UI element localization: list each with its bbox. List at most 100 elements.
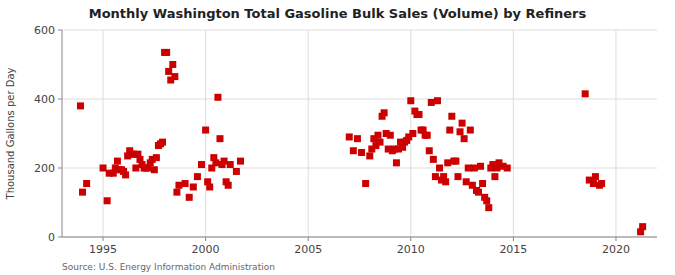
point [350,147,357,154]
x-grid-line [513,30,514,237]
y-grid-line [62,99,657,100]
point [639,223,646,230]
point [424,132,431,139]
point [426,147,433,154]
point [477,163,484,170]
y-grid-line [62,237,657,238]
x-tick [410,237,411,241]
y-tick-label: 200 [34,162,55,175]
x-tick [308,237,309,241]
point [430,156,437,163]
point [79,189,86,196]
y-tick-label: 0 [48,231,55,244]
point [104,197,111,204]
x-tick-label: 2010 [397,243,425,256]
point [132,165,139,172]
point [491,173,498,180]
point [346,133,353,140]
point [153,154,160,161]
y-axis-line [62,30,63,237]
point [227,161,234,168]
chart: Monthly Washington Total Gasoline Bulk S… [0,0,675,275]
point [446,127,453,134]
point [483,197,490,204]
point [407,97,414,104]
point [206,183,213,190]
point [590,180,597,187]
x-tick [615,237,616,241]
point [159,139,166,146]
point [592,173,599,180]
point [233,168,240,175]
point [393,159,400,166]
point [186,194,193,201]
y-tick-label: 600 [34,24,55,37]
x-grid-line [103,30,104,237]
point [171,73,178,80]
point [173,189,180,196]
point [216,135,223,142]
point [114,158,121,165]
point [582,90,589,97]
point [467,127,474,134]
point [374,132,381,139]
point [444,159,451,166]
grid [62,30,657,237]
x-grid-line [308,30,309,237]
point [83,180,90,187]
x-axis-line [62,237,657,238]
point [463,178,470,185]
point [436,165,443,172]
point [225,182,232,189]
y-grid-line [62,30,657,31]
point [221,158,228,165]
point [165,68,172,75]
point [354,135,361,142]
x-tick-label: 1995 [89,243,117,256]
point [416,111,423,118]
point [194,173,201,180]
point [471,165,478,172]
x-tick [205,237,206,241]
point [459,120,466,127]
point [237,158,244,165]
point [169,61,176,68]
point [100,165,107,172]
point [212,159,219,166]
point [428,99,435,106]
points [77,49,646,235]
point [151,166,158,173]
y-tick-label: 400 [34,93,55,106]
point [475,189,482,196]
point [182,180,189,187]
point [434,97,441,104]
x-tick-label: 2005 [294,243,322,256]
point [202,127,209,134]
x-grid-line [615,30,616,237]
title: Monthly Washington Total Gasoline Bulk S… [89,6,587,21]
point [190,183,197,190]
point [504,165,511,172]
point [448,113,455,120]
point [442,178,449,185]
x-tick [513,237,514,241]
y-tick [58,30,62,31]
x-tick-label: 2015 [499,243,527,256]
point [454,173,461,180]
point [409,130,416,137]
y-tick [58,237,62,238]
source-note: Source: U.S. Energy Information Administ… [62,262,275,272]
point [122,171,129,178]
point [452,158,459,165]
point [366,152,373,159]
point [479,180,486,187]
y-tick [58,168,62,169]
point [381,109,388,116]
point [214,94,221,101]
x-tick-label: 2020 [602,243,630,256]
point [198,161,205,168]
point [362,180,369,187]
point [387,132,394,139]
point [485,204,492,211]
x-tick-label: 2000 [192,243,220,256]
